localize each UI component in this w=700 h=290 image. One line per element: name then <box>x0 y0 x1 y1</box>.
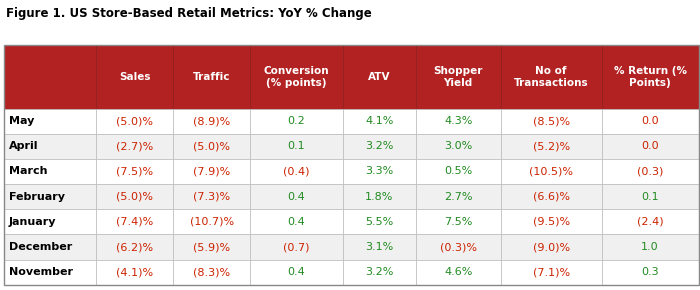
Text: (8.9)%: (8.9)% <box>193 116 230 126</box>
Text: 0.4: 0.4 <box>288 192 305 202</box>
Text: (2.7)%: (2.7)% <box>116 141 153 151</box>
Text: (5.2)%: (5.2)% <box>533 141 570 151</box>
Text: (5.0)%: (5.0)% <box>116 192 153 202</box>
Text: (6.6)%: (6.6)% <box>533 192 570 202</box>
Text: Conversion
(% points): Conversion (% points) <box>264 66 329 88</box>
Text: 3.1%: 3.1% <box>365 242 393 252</box>
Text: Figure 1. US Store-Based Retail Metrics: YoY % Change: Figure 1. US Store-Based Retail Metrics:… <box>6 7 372 20</box>
Text: May: May <box>9 116 34 126</box>
Text: (10.7)%: (10.7)% <box>190 217 234 227</box>
Text: (7.9)%: (7.9)% <box>193 166 230 176</box>
Text: 4.6%: 4.6% <box>444 267 473 277</box>
Text: 0.0: 0.0 <box>641 116 659 126</box>
Text: (7.4)%: (7.4)% <box>116 217 153 227</box>
Text: November: November <box>9 267 73 277</box>
Text: 0.4: 0.4 <box>288 267 305 277</box>
Text: 5.5%: 5.5% <box>365 217 393 227</box>
Text: (0.3): (0.3) <box>637 166 664 176</box>
Text: (9.5)%: (9.5)% <box>533 217 570 227</box>
Text: (4.1)%: (4.1)% <box>116 267 153 277</box>
Text: 4.1%: 4.1% <box>365 116 393 126</box>
Text: 0.4: 0.4 <box>288 217 305 227</box>
Text: 3.2%: 3.2% <box>365 267 393 277</box>
Text: (7.3)%: (7.3)% <box>193 192 230 202</box>
Text: (8.5)%: (8.5)% <box>533 116 570 126</box>
Text: 1.0: 1.0 <box>641 242 659 252</box>
Text: 0.3: 0.3 <box>641 267 659 277</box>
Text: Sales: Sales <box>119 72 150 82</box>
Text: April: April <box>9 141 38 151</box>
Text: 3.3%: 3.3% <box>365 166 393 176</box>
Text: (5.0)%: (5.0)% <box>116 116 153 126</box>
Text: No of
Transactions: No of Transactions <box>514 66 589 88</box>
Text: (5.9)%: (5.9)% <box>193 242 230 252</box>
Text: (6.2)%: (6.2)% <box>116 242 153 252</box>
Text: (0.3)%: (0.3)% <box>440 242 477 252</box>
Text: 0.1: 0.1 <box>641 192 659 202</box>
Text: 3.2%: 3.2% <box>365 141 393 151</box>
Text: January: January <box>9 217 57 227</box>
Text: (7.5)%: (7.5)% <box>116 166 153 176</box>
Text: 7.5%: 7.5% <box>444 217 473 227</box>
Text: 3.0%: 3.0% <box>444 141 473 151</box>
Text: December: December <box>9 242 72 252</box>
Text: 4.3%: 4.3% <box>444 116 473 126</box>
Text: 1.8%: 1.8% <box>365 192 393 202</box>
Text: 2.7%: 2.7% <box>444 192 473 202</box>
Text: (7.1)%: (7.1)% <box>533 267 570 277</box>
Text: (10.5)%: (10.5)% <box>529 166 573 176</box>
Text: (2.4): (2.4) <box>637 217 664 227</box>
Text: % Return (%
Points): % Return (% Points) <box>614 66 687 88</box>
Text: ATV: ATV <box>368 72 391 82</box>
Text: February: February <box>9 192 65 202</box>
Text: 0.0: 0.0 <box>641 141 659 151</box>
Text: March: March <box>9 166 48 176</box>
Text: Traffic: Traffic <box>193 72 230 82</box>
Text: 0.2: 0.2 <box>288 116 305 126</box>
Text: Shopper
Yield: Shopper Yield <box>433 66 483 88</box>
Text: (8.3)%: (8.3)% <box>193 267 230 277</box>
Text: 0.5%: 0.5% <box>444 166 473 176</box>
Text: (0.4): (0.4) <box>284 166 309 176</box>
Text: (5.0)%: (5.0)% <box>193 141 230 151</box>
Text: (9.0)%: (9.0)% <box>533 242 570 252</box>
Text: (0.7): (0.7) <box>284 242 309 252</box>
Text: 0.1: 0.1 <box>288 141 305 151</box>
